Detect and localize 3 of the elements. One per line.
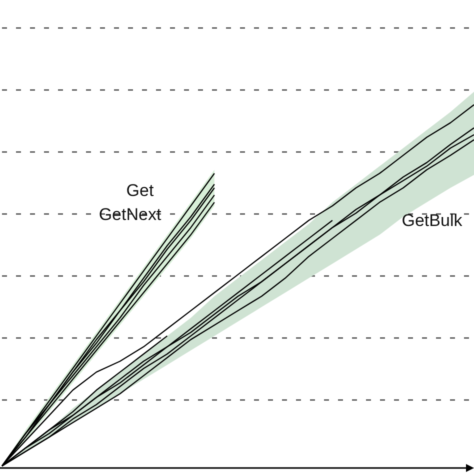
annotation: GetNext xyxy=(98,205,162,224)
annotation: Get xyxy=(126,181,154,200)
annotation: GetBulk xyxy=(402,211,463,230)
